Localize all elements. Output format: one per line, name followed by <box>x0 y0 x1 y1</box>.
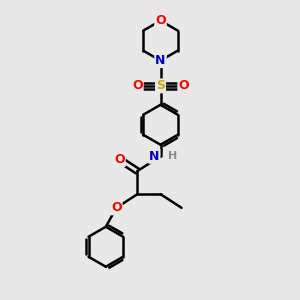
Text: O: O <box>155 14 166 27</box>
Text: O: O <box>132 80 143 92</box>
Text: H: H <box>168 151 177 161</box>
Text: O: O <box>114 153 125 166</box>
Text: N: N <box>155 54 166 67</box>
Text: S: S <box>156 80 165 92</box>
Text: O: O <box>178 80 189 92</box>
Text: N: N <box>149 150 160 163</box>
Text: O: O <box>111 201 122 214</box>
